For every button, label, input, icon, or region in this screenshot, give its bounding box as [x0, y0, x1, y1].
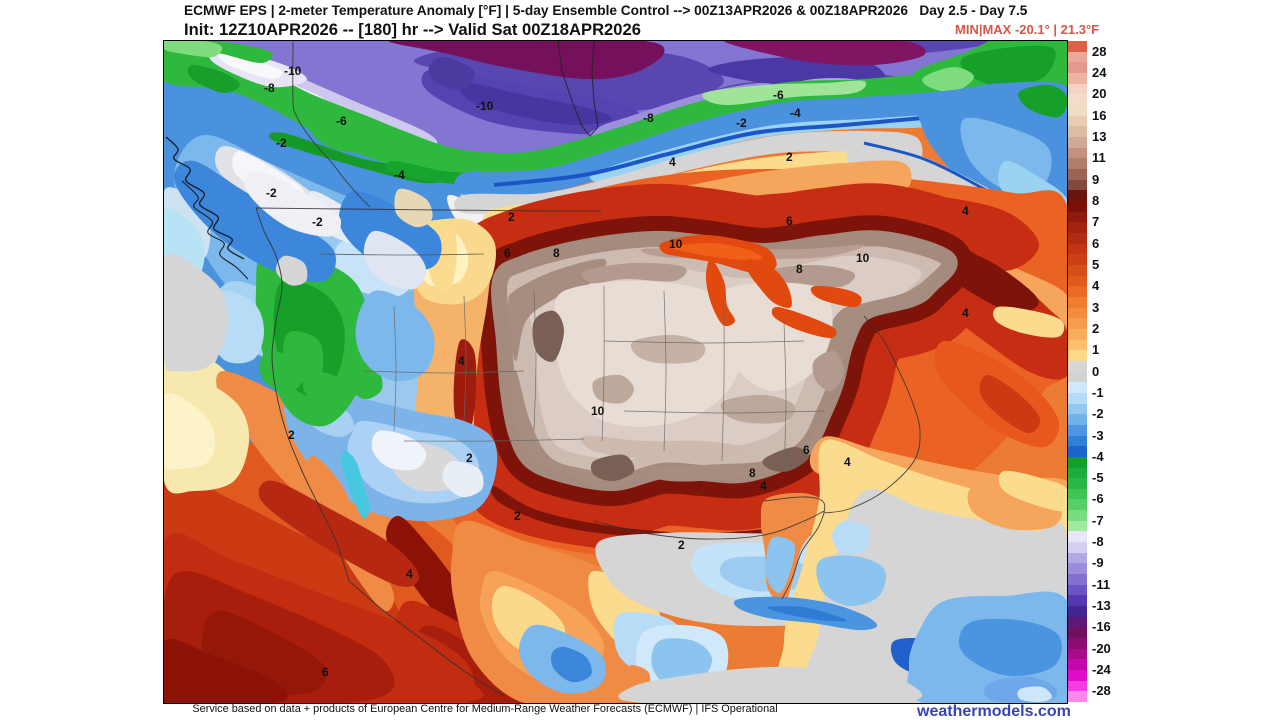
svg-text:2: 2: [514, 509, 521, 523]
svg-text:4: 4: [962, 306, 969, 320]
svg-text:4: 4: [458, 354, 465, 368]
svg-text:2: 2: [288, 428, 295, 442]
svg-text:10: 10: [591, 404, 605, 418]
svg-text:6: 6: [803, 443, 810, 457]
svg-text:4: 4: [760, 479, 767, 493]
svg-text:-4: -4: [790, 106, 801, 120]
svg-text:2: 2: [466, 451, 473, 465]
svg-text:4: 4: [406, 567, 413, 581]
svg-text:8: 8: [553, 246, 560, 260]
svg-text:-6: -6: [773, 88, 784, 102]
svg-text:8: 8: [749, 466, 756, 480]
svg-text:-2: -2: [276, 136, 287, 150]
svg-text:10: 10: [856, 251, 870, 265]
svg-text:6: 6: [322, 665, 329, 679]
svg-text:2: 2: [508, 210, 515, 224]
svg-text:8: 8: [796, 262, 803, 276]
svg-text:4: 4: [844, 455, 851, 469]
svg-text:-10: -10: [476, 99, 494, 113]
svg-text:-10: -10: [284, 64, 302, 78]
svg-text:-8: -8: [643, 111, 654, 125]
svg-text:6: 6: [786, 214, 793, 228]
svg-text:4: 4: [669, 155, 676, 169]
svg-text:-8: -8: [264, 81, 275, 95]
svg-text:2: 2: [678, 538, 685, 552]
svg-text:10: 10: [669, 237, 683, 251]
svg-text:-2: -2: [736, 116, 747, 130]
svg-text:4: 4: [962, 204, 969, 218]
svg-text:-2: -2: [266, 186, 277, 200]
svg-text:6: 6: [504, 246, 511, 260]
svg-text:-2: -2: [312, 215, 323, 229]
svg-text:2: 2: [786, 150, 793, 164]
svg-text:-6: -6: [336, 114, 347, 128]
svg-text:-4: -4: [394, 168, 405, 182]
